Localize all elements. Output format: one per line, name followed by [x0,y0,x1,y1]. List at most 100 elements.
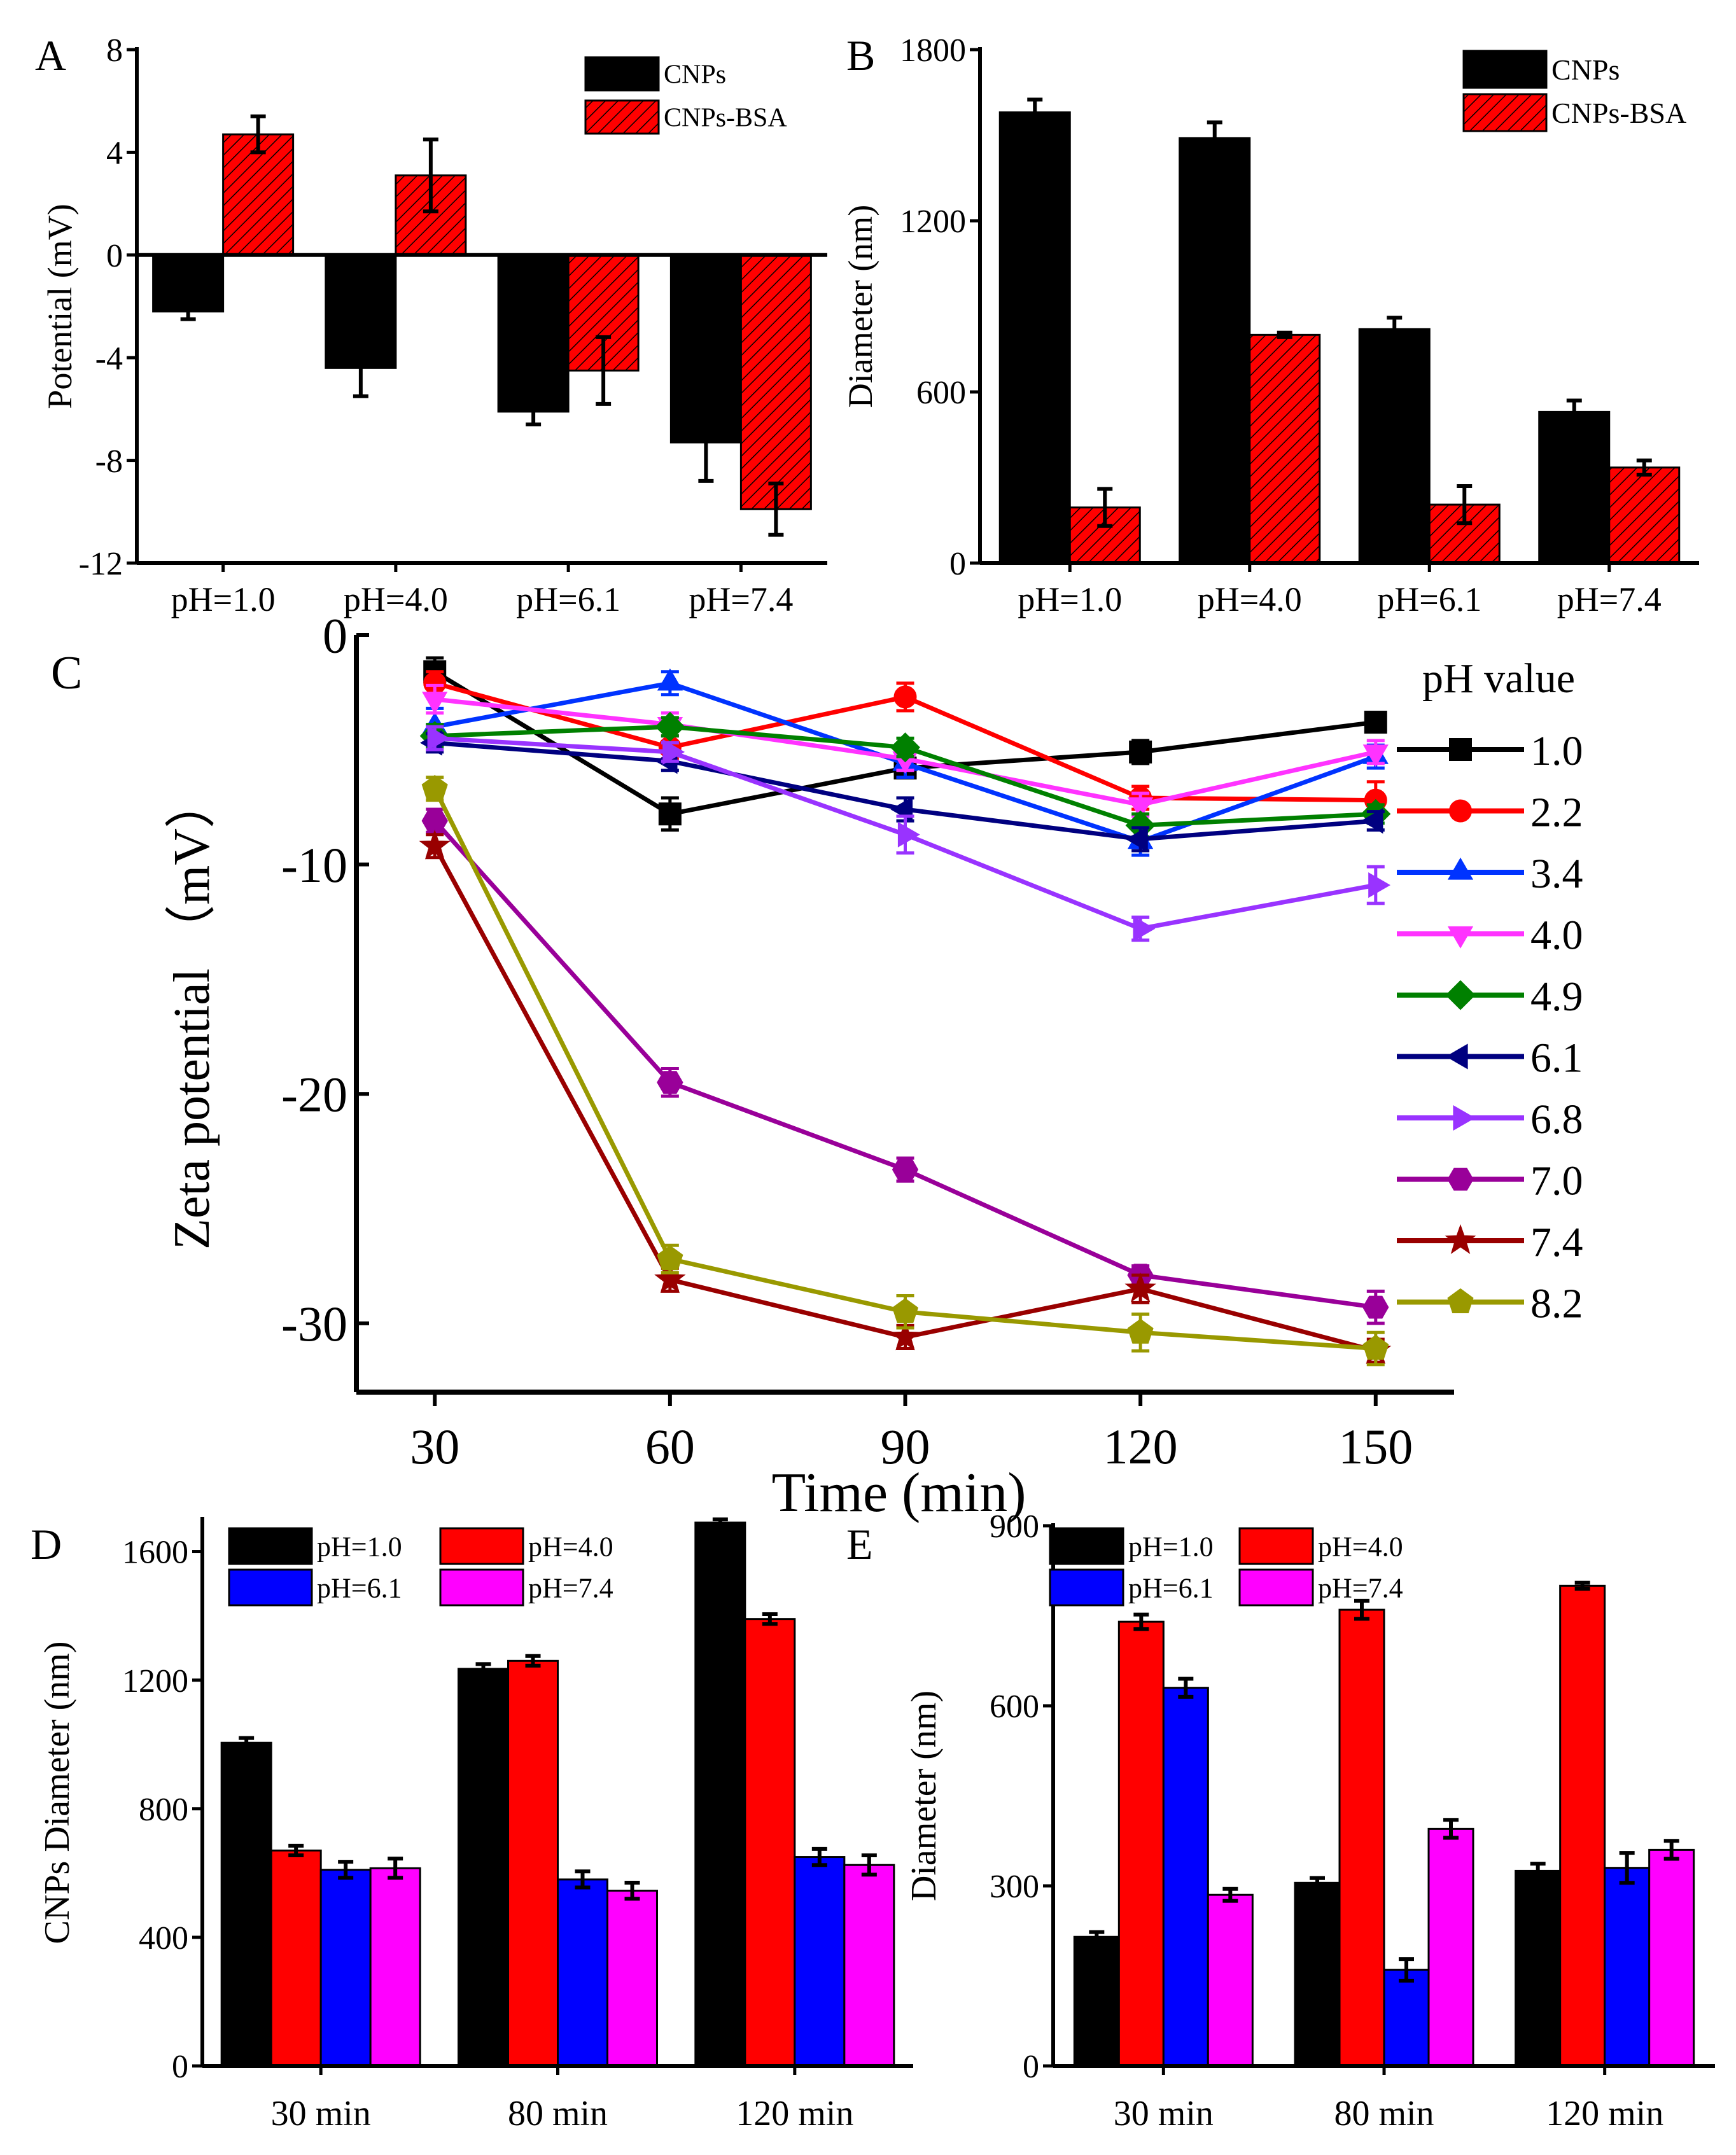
legend-label: 7.4 [1530,1219,1583,1266]
x-tick-label: pH=4.0 [1198,580,1302,618]
bar-b-s1-c1 [1249,333,1321,564]
legend: pH=1.0 pH=4.0 pH=6.1 pH=7.4 [228,1527,613,1607]
data-point [1127,797,1154,820]
legend-swatch [228,1568,313,1607]
panel-d: D 0 400 800 1200 1600 30 min 80 min 120 min CNPs … [31,1517,913,2133]
legend-marker [1449,799,1472,823]
data-point [1362,1295,1389,1319]
data-point [421,774,448,800]
data-point [1129,740,1152,764]
legend-marker [1447,926,1474,949]
legend-label: pH=4.0 [1318,1531,1403,1563]
legend-marker [1449,738,1472,761]
data-point [657,1071,683,1094]
bar-d-s3-c1 [606,1890,658,2067]
legend-label: pH=4.0 [528,1531,613,1563]
data-point [1362,1334,1389,1360]
y-axis-label: Zeta potential （mV） [164,778,220,1250]
data-point [655,711,685,742]
data-point [1362,744,1389,767]
legend-swatch [584,99,660,135]
data-point [662,739,685,765]
data-point [421,809,448,832]
legend-swatch [1049,1568,1124,1607]
legend-marker [1445,980,1476,1010]
bar-e-s1-c1 [1338,1608,1385,2067]
series-ph-7-4 [419,829,1392,1365]
y-tick-label: 1800 [900,32,966,69]
x-tick-label: pH=7.4 [1557,580,1662,618]
legend-label: 6.1 [1530,1035,1583,1081]
data-point [419,829,451,860]
x-tick-label: pH=6.1 [1377,580,1481,618]
legend-label: CNPs-BSA [1551,97,1686,129]
bar-d-s0-c0 [220,1741,272,2067]
legend-label: 6.8 [1530,1096,1583,1143]
bar-d-s0-c2 [694,1521,746,2067]
y-axis-label: Diameter (nm) [841,205,879,408]
legend-swatch [228,1527,313,1565]
data-point [892,1158,919,1182]
data-point [427,725,450,751]
legend-swatch [439,1527,524,1565]
data-point [1133,916,1156,942]
data-point [897,821,920,847]
legend: CNPs CNPs-BSA [1462,50,1686,132]
y-tick-label: 1200 [900,204,966,240]
x-tick-label: pH=1.0 [171,580,276,618]
data-point [1125,826,1148,853]
bar-d-s1-c2 [744,1618,796,2067]
bar-d-s3-c2 [843,1864,895,2067]
y-tick-label: -8 [95,443,123,480]
x-tick-label: 150 [1338,1419,1413,1474]
series-line [433,819,1376,1310]
data-point [890,732,921,763]
legend-label: 2.2 [1530,789,1583,835]
x-tick-label: pH=4.0 [344,580,448,618]
data-point [657,668,683,691]
bar-e-s2-c1 [1383,1969,1430,2067]
legend-swatch [584,56,660,92]
legend-label: pH=1.0 [317,1531,402,1563]
legend-label: CNPs [664,60,726,90]
bar-e-s1-c0 [1117,1621,1165,2067]
y-axis-label: Potential (mV) [41,204,79,408]
bar-b-s0-c1 [1179,137,1251,564]
panel-label: E [846,1520,873,1568]
series-ph-8-2 [421,774,1389,1367]
bar-e-s2-c2 [1604,1867,1651,2067]
bar-b-s0-c2 [1358,328,1431,564]
bar-b-s0-c3 [1538,410,1611,564]
y-tick-label: 1600 [122,1535,188,1571]
panel-label: A [35,31,66,80]
y-tick-label: -30 [281,1296,347,1351]
legend-marker [1447,1288,1474,1313]
data-point [654,1263,686,1294]
bar-b-s1-c3 [1608,466,1681,564]
series-ph-6-8 [426,725,1390,942]
data-point [1361,807,1383,834]
data-point [1127,1318,1154,1344]
x-tick-label: 120 min [1546,2094,1663,2133]
data-point [422,692,448,715]
legend: pH value 1.0 2.2 3.4 4.0 4.9 6.1 6.8 7.0 7.4 8.2 [1397,655,1583,1327]
bar-e-s3-c1 [1427,1827,1474,2067]
x-tick-label: 60 [645,1419,695,1474]
y-tick-label: 0 [106,238,123,274]
legend-label: CNPs [1551,53,1620,86]
y-tick-label: 600 [990,1689,1039,1725]
y-tick-label: 300 [990,1869,1039,1905]
data-point [893,685,917,709]
y-tick-label: 0 [323,608,347,663]
legend: pH=1.0 pH=4.0 pH=6.1 pH=7.4 [1049,1527,1403,1607]
legend-swatch [1462,93,1548,132]
x-tick-label: pH=6.1 [516,580,620,618]
panel-label: D [31,1520,62,1568]
legend-swatch [1462,50,1548,89]
y-tick-label: -10 [281,837,347,893]
data-point [1124,1272,1156,1302]
x-tick-label: 80 min [508,2094,608,2133]
y-tick-label: 800 [139,1792,188,1828]
y-tick-label: 4 [106,136,123,172]
